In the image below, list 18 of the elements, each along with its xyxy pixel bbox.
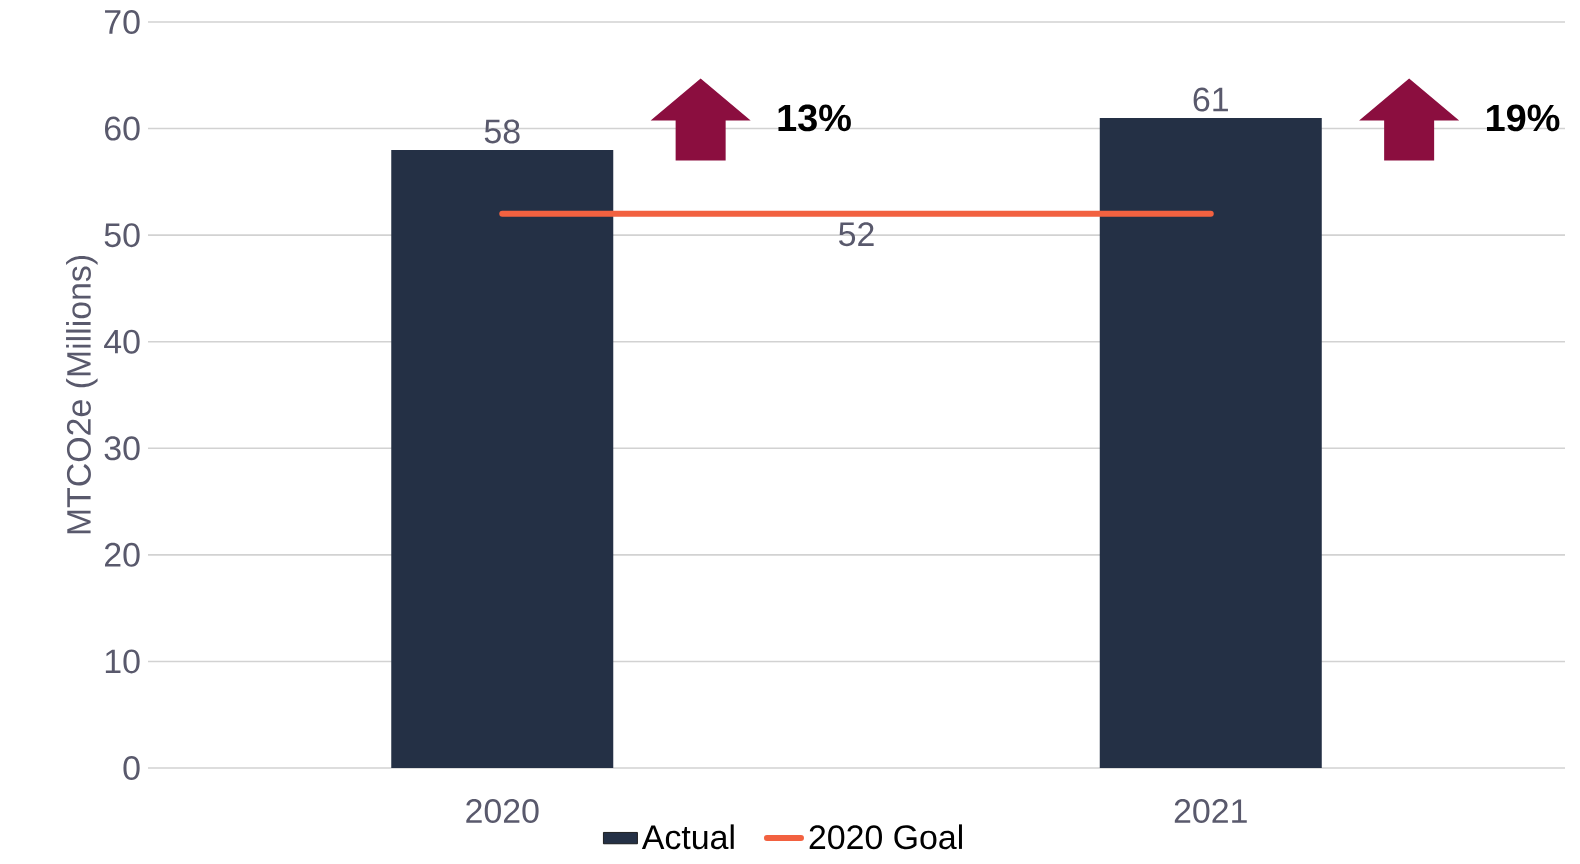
y-tick-label: 50 xyxy=(104,223,140,248)
legend-label: 2020 Goal xyxy=(809,824,962,850)
y-tick-label: 20 xyxy=(105,542,140,567)
legend-label: Actual xyxy=(641,824,734,850)
annotation: 13% xyxy=(778,104,851,132)
annotation: 19% xyxy=(1486,104,1560,132)
data-label: 58 xyxy=(484,119,520,144)
x-tick-label: 2021 xyxy=(1174,799,1247,824)
y-tick-label: 0 xyxy=(123,756,140,780)
y-tick-label: 70 xyxy=(105,10,140,34)
x-tick-label: 2020 xyxy=(466,799,539,824)
y-tick-label: 40 xyxy=(104,329,140,354)
y-axis-title: MTCO2e (Millions) xyxy=(66,256,98,534)
y-tick-label: 60 xyxy=(105,116,140,141)
data-label: 61 xyxy=(1193,87,1228,112)
annotation: 52 xyxy=(839,222,874,247)
y-tick-label: 10 xyxy=(105,649,140,674)
y-tick-label: 30 xyxy=(104,436,140,461)
